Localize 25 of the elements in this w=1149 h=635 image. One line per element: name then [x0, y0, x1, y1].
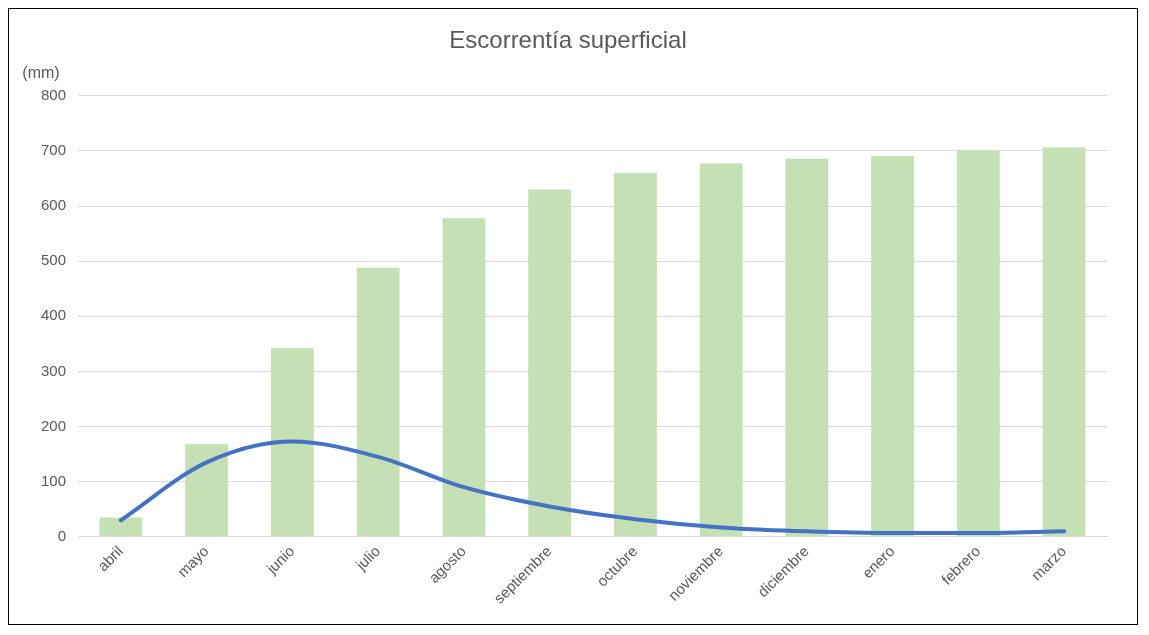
y-tick-label: 100	[41, 471, 67, 489]
chart-title: Escorrentía superficial	[449, 26, 687, 54]
y-tick-label: 200	[41, 416, 67, 434]
bar	[356, 267, 400, 537]
y-tick-label: 800	[41, 85, 67, 103]
y-tick-label: 700	[41, 141, 67, 159]
bar	[270, 348, 314, 537]
x-tick-label: julio	[351, 542, 384, 574]
bar	[785, 158, 829, 537]
bar	[185, 444, 229, 537]
y-tick-label: 500	[41, 251, 67, 269]
bar	[956, 150, 1000, 537]
y-tick-label: 600	[41, 196, 67, 214]
bar	[613, 172, 657, 537]
bar	[699, 163, 743, 537]
y-axis-title: (mm)	[22, 64, 60, 82]
y-tick-label: 400	[41, 306, 67, 324]
bar	[528, 189, 572, 537]
bar	[1042, 147, 1086, 537]
bar	[99, 517, 143, 537]
y-tick-label: 300	[41, 361, 67, 379]
y-tick-label: 0	[57, 526, 67, 544]
bar	[871, 155, 915, 537]
bar	[442, 218, 486, 537]
line-series	[118, 439, 1067, 535]
